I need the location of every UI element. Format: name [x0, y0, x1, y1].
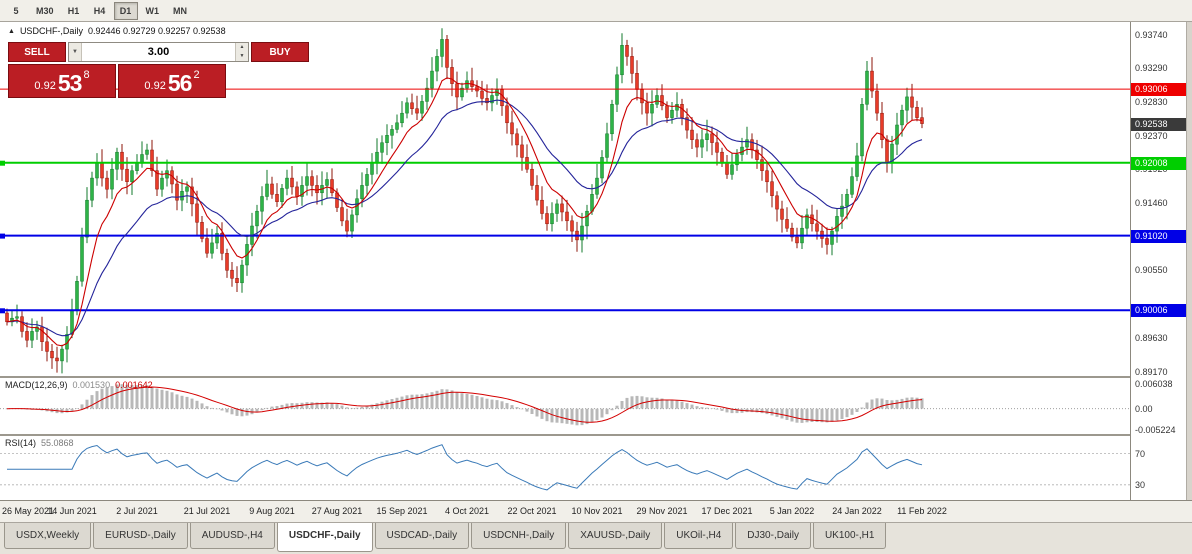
- date-label: 27 Aug 2021: [311, 506, 363, 516]
- chart-tab-usdcnh-daily[interactable]: USDCNH-,Daily: [471, 523, 567, 549]
- right-edge-strip: [1186, 22, 1192, 500]
- price-scale-label: 0.89170: [1135, 367, 1168, 377]
- chart-tab-xauusd-daily[interactable]: XAUUSD-,Daily: [568, 523, 663, 549]
- volume-dropdown-icon[interactable]: ▼: [69, 43, 82, 61]
- macd-label: MACD(12,26,9) 0.001530 0.001642: [5, 380, 153, 390]
- timeframe-button-m30[interactable]: M30: [30, 2, 60, 20]
- panel-toggle-icon[interactable]: ▲: [8, 27, 15, 35]
- date-label: 5 Jan 2022: [769, 506, 815, 516]
- volume-spinner: ▲ ▼: [235, 43, 248, 61]
- chart-tab-usdchf-daily[interactable]: USDCHF-,Daily: [276, 523, 373, 552]
- current-price-badge: 0.92538: [1131, 118, 1187, 131]
- panel-splitter[interactable]: [0, 376, 1192, 378]
- sell-price-sup: 8: [83, 69, 90, 81]
- price-scale-label: 0.90550: [1135, 265, 1168, 275]
- rsi-chart-canvas: [0, 444, 1130, 491]
- timeframe-button-w1[interactable]: W1: [140, 2, 166, 20]
- rsi-value: 55.0868: [41, 438, 74, 448]
- date-label: 22 Oct 2021: [507, 506, 557, 516]
- macd-panel[interactable]: MACD(12,26,9) 0.001530 0.001642: [0, 378, 1130, 434]
- one-click-trade-panel: SELL ▼ ▲ ▼ BUY 0.92 53 8 0: [8, 42, 309, 98]
- price-axis: 0.937400.932900.928300.923700.919200.914…: [1130, 22, 1187, 500]
- sell-button[interactable]: SELL: [8, 42, 66, 62]
- buy-price-sup: 2: [193, 69, 200, 81]
- rsi-panel[interactable]: RSI(14) 55.0868: [0, 436, 1130, 500]
- volume-input[interactable]: [82, 43, 235, 61]
- price-scale-label: 0.91460: [1135, 198, 1168, 208]
- rsi-scale-label: 30: [1135, 480, 1146, 490]
- chart-symbol-label: USDCHF-,Daily: [19, 26, 83, 36]
- date-label: 29 Nov 2021: [636, 506, 688, 516]
- price-scale-label: 0.93740: [1135, 30, 1168, 40]
- price-scale-label: 0.92830: [1135, 97, 1168, 107]
- date-label: 9 Aug 2021: [249, 506, 295, 516]
- date-label: 4 Oct 2021: [444, 506, 490, 516]
- buy-price-prefix: 0.92: [144, 80, 166, 92]
- volume-spinner-down-icon[interactable]: ▼: [236, 52, 248, 61]
- rsi-name: RSI(14): [5, 438, 37, 448]
- chart-tab-ukoil-h4[interactable]: UKOil-,H4: [664, 523, 734, 549]
- date-label: 14 Jun 2021: [47, 506, 97, 516]
- macd-scale-label: 0.006038: [1135, 379, 1173, 389]
- price-scale-label: 0.89630: [1135, 333, 1168, 343]
- chart-tab-audusd-h4[interactable]: AUDUSD-,H4: [189, 523, 275, 549]
- chart-tab-usdx-weekly[interactable]: USDX,Weekly: [4, 523, 92, 549]
- date-axis: 26 May 2021 14 Jun 2021 2 Jul 2021 21 Jul 2…: [0, 500, 1192, 522]
- macd-value-signal: 0.001642: [115, 380, 153, 390]
- rsi-scale-label: 70: [1135, 449, 1146, 459]
- timeframe-button-mn[interactable]: MN: [167, 2, 193, 20]
- timeframe-toolbar: 5 M30 H1 H4 D1 W1 MN: [0, 0, 1192, 22]
- date-label: 15 Sep 2021: [376, 506, 428, 516]
- price-line-badge: 0.90006: [1131, 304, 1187, 317]
- timeframe-button-d1[interactable]: D1: [113, 1, 138, 20]
- chart-ohlc-values: 0.92446 0.92729 0.92257 0.92538: [87, 26, 226, 36]
- macd-value-main: 0.001530: [72, 380, 111, 390]
- chart-title: ▲ USDCHF-,Daily 0.92446 0.92729 0.92257 …: [8, 26, 226, 36]
- chart-tabs-bar: USDX,Weekly EURUSD-,Daily AUDUSD-,H4 USDCHF…: [0, 522, 1192, 554]
- candlestick-chart-canvas[interactable]: [0, 22, 1130, 376]
- buy-button[interactable]: BUY: [251, 42, 309, 62]
- timeframe-button-5[interactable]: 5: [4, 2, 28, 20]
- date-label: 10 Nov 2021: [571, 506, 623, 516]
- chart-tab-dj30-daily[interactable]: DJ30-,Daily: [735, 523, 811, 549]
- macd-scale-label: -0.005224: [1135, 425, 1176, 435]
- date-label: 21 Jul 2021: [183, 506, 231, 516]
- price-line-badge: 0.92008: [1131, 157, 1187, 170]
- date-label: 11 Feb 2022: [897, 506, 947, 516]
- candlestick-chart[interactable]: ▲ USDCHF-,Daily 0.92446 0.92729 0.92257 …: [0, 22, 1130, 376]
- date-label: 17 Dec 2021: [701, 506, 753, 516]
- buy-price-display[interactable]: 0.92 56 2: [118, 64, 226, 98]
- price-line-badge: 0.91020: [1131, 230, 1187, 243]
- price-line-badge: 0.93006: [1131, 83, 1187, 96]
- macd-scale-label: 0.00: [1135, 404, 1153, 414]
- volume-control: ▼ ▲ ▼: [68, 42, 249, 62]
- chart-tab-eurusd-daily[interactable]: EURUSD-,Daily: [93, 523, 188, 549]
- price-scale-label: 0.93290: [1135, 63, 1168, 73]
- timeframe-button-h4[interactable]: H4: [88, 2, 112, 20]
- sell-price-big: 53: [57, 70, 83, 96]
- date-label: 2 Jul 2021: [116, 506, 158, 516]
- macd-name: MACD(12,26,9): [5, 380, 68, 390]
- macd-chart-canvas: [0, 384, 1130, 426]
- chart-tab-uk100-h1[interactable]: UK100-,H1: [812, 523, 887, 549]
- volume-spinner-up-icon[interactable]: ▲: [236, 43, 248, 52]
- sell-price-display[interactable]: 0.92 53 8: [8, 64, 116, 98]
- timeframe-button-h1[interactable]: H1: [62, 2, 86, 20]
- date-label: 24 Jan 2022: [832, 506, 882, 516]
- date-label: 26 May 2021: [2, 506, 55, 516]
- panel-splitter[interactable]: [0, 434, 1192, 436]
- rsi-label: RSI(14) 55.0868: [5, 438, 74, 448]
- sell-price-prefix: 0.92: [34, 80, 56, 92]
- chart-tab-usdcad-daily[interactable]: USDCAD-,Daily: [374, 523, 470, 549]
- price-scale-label: 0.92370: [1135, 131, 1168, 141]
- buy-price-big: 56: [167, 70, 193, 96]
